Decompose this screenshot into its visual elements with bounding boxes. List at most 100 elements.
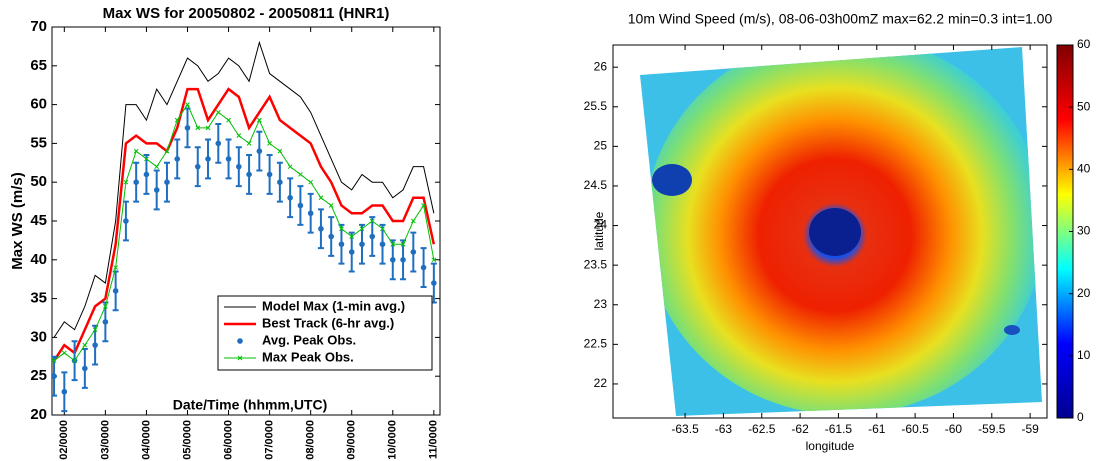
x-marker xyxy=(380,226,385,232)
x-tick-label: -62.5 xyxy=(748,422,776,436)
x-marker xyxy=(328,203,334,208)
series-line xyxy=(53,40,435,338)
obs-point xyxy=(102,319,109,325)
series-line xyxy=(53,87,436,362)
obs-point xyxy=(328,233,334,240)
obs-point xyxy=(246,171,252,178)
x-tick-label: -61.5 xyxy=(825,422,853,436)
x-marker xyxy=(144,156,149,162)
x-marker xyxy=(308,179,314,185)
legend-label: Avg. Peak Obs. xyxy=(262,332,356,347)
x-marker xyxy=(133,148,139,154)
obs-point xyxy=(420,264,427,271)
y-tick-label: 50 xyxy=(30,173,47,190)
obs-point xyxy=(123,218,129,224)
obs-point xyxy=(205,156,211,162)
storm-eye xyxy=(809,208,861,256)
y-tick-label: 60 xyxy=(30,96,47,113)
island-shadow xyxy=(1004,325,1020,335)
y-tick-label: 30 xyxy=(30,328,47,345)
obs-point xyxy=(348,249,355,255)
y-tick-label: 55 xyxy=(30,134,47,151)
obs-point xyxy=(287,194,293,201)
x-marker xyxy=(154,164,160,170)
x-tick-label: -59.5 xyxy=(978,422,1006,436)
x-marker xyxy=(82,342,88,348)
y-tick-label: 65 xyxy=(30,57,47,74)
x-marker xyxy=(298,172,303,177)
obs-point xyxy=(338,241,345,248)
y-tick-label: 20 xyxy=(30,406,47,423)
legend-swatch xyxy=(237,338,243,344)
obs-point xyxy=(194,163,201,170)
x-tick-label: -60 xyxy=(945,422,963,436)
obs-point xyxy=(153,187,160,193)
obs-point xyxy=(400,257,406,263)
obs-point xyxy=(389,257,396,263)
y-tick-label: 24 xyxy=(594,218,608,232)
obs-point xyxy=(307,210,314,217)
x-marker xyxy=(277,148,283,154)
x-marker xyxy=(103,304,108,309)
y-tick-label: 45 xyxy=(30,212,47,229)
colorbar-tick-label: 30 xyxy=(1077,224,1091,238)
x-tick-label: 09/0000 xyxy=(346,420,358,460)
x-tick-label: -63.5 xyxy=(671,422,699,436)
x-tick-label: 05/0000 xyxy=(181,420,193,460)
x-marker xyxy=(410,218,416,224)
series-group xyxy=(52,40,437,413)
obs-point xyxy=(236,163,242,170)
y-tick-label: 23 xyxy=(594,297,608,311)
x-tick-label: 03/0000 xyxy=(99,420,111,460)
x-marker xyxy=(369,218,375,224)
x-marker xyxy=(359,226,365,232)
chart-title: 10m Wind Speed (m/s), 08-06-03h00mZ max=… xyxy=(628,11,1053,27)
obs-point xyxy=(143,171,150,178)
obs-point xyxy=(277,179,283,185)
colorbar-tick-label: 50 xyxy=(1077,99,1091,113)
x-marker xyxy=(185,102,190,107)
x-marker xyxy=(267,141,272,146)
y-tick-label: 70 xyxy=(30,18,47,35)
x-marker xyxy=(431,257,437,263)
obs-point xyxy=(369,233,376,240)
obs-point xyxy=(225,156,232,162)
wind-field xyxy=(640,47,1042,416)
x-marker xyxy=(52,358,57,364)
x-marker xyxy=(205,125,211,131)
obs-point xyxy=(61,388,68,395)
x-marker xyxy=(318,195,324,201)
y-tick-label: 40 xyxy=(30,251,47,268)
x-marker xyxy=(123,179,129,185)
x-tick-label: 02/0000 xyxy=(58,420,70,460)
x-marker xyxy=(113,265,118,270)
x-tick-label: 10/0000 xyxy=(387,420,399,460)
legend-label: Model Max (1-min avg.) xyxy=(262,298,405,313)
y-tick-label: 25.5 xyxy=(584,99,608,113)
x-marker xyxy=(195,125,201,131)
y-tick-label: 22 xyxy=(594,376,608,390)
colorbar-tick-label: 10 xyxy=(1077,348,1091,362)
x-marker xyxy=(339,226,344,232)
x-marker xyxy=(400,241,406,247)
x-tick-label: 06/0000 xyxy=(222,420,234,460)
x-marker xyxy=(92,327,98,332)
obs-point xyxy=(52,373,57,379)
y-axis-label: Max WS (m/s) xyxy=(9,172,26,270)
obs-point xyxy=(256,148,263,154)
y-tick-label: 25 xyxy=(30,367,47,384)
y-tick-label: 35 xyxy=(30,290,47,307)
x-tick-label: -59 xyxy=(1021,422,1039,436)
x-tick-label: -62 xyxy=(791,422,809,436)
obs-point xyxy=(318,225,324,232)
x-marker xyxy=(349,234,355,239)
obs-point xyxy=(92,342,98,348)
obs-point xyxy=(82,365,88,372)
x-marker xyxy=(164,148,170,154)
x-tick-label: -61 xyxy=(868,422,886,436)
x-marker xyxy=(226,117,231,123)
y-tick-label: 22.5 xyxy=(584,337,608,351)
y-tick-label: 25 xyxy=(594,139,608,153)
legend-swatch xyxy=(237,355,243,361)
